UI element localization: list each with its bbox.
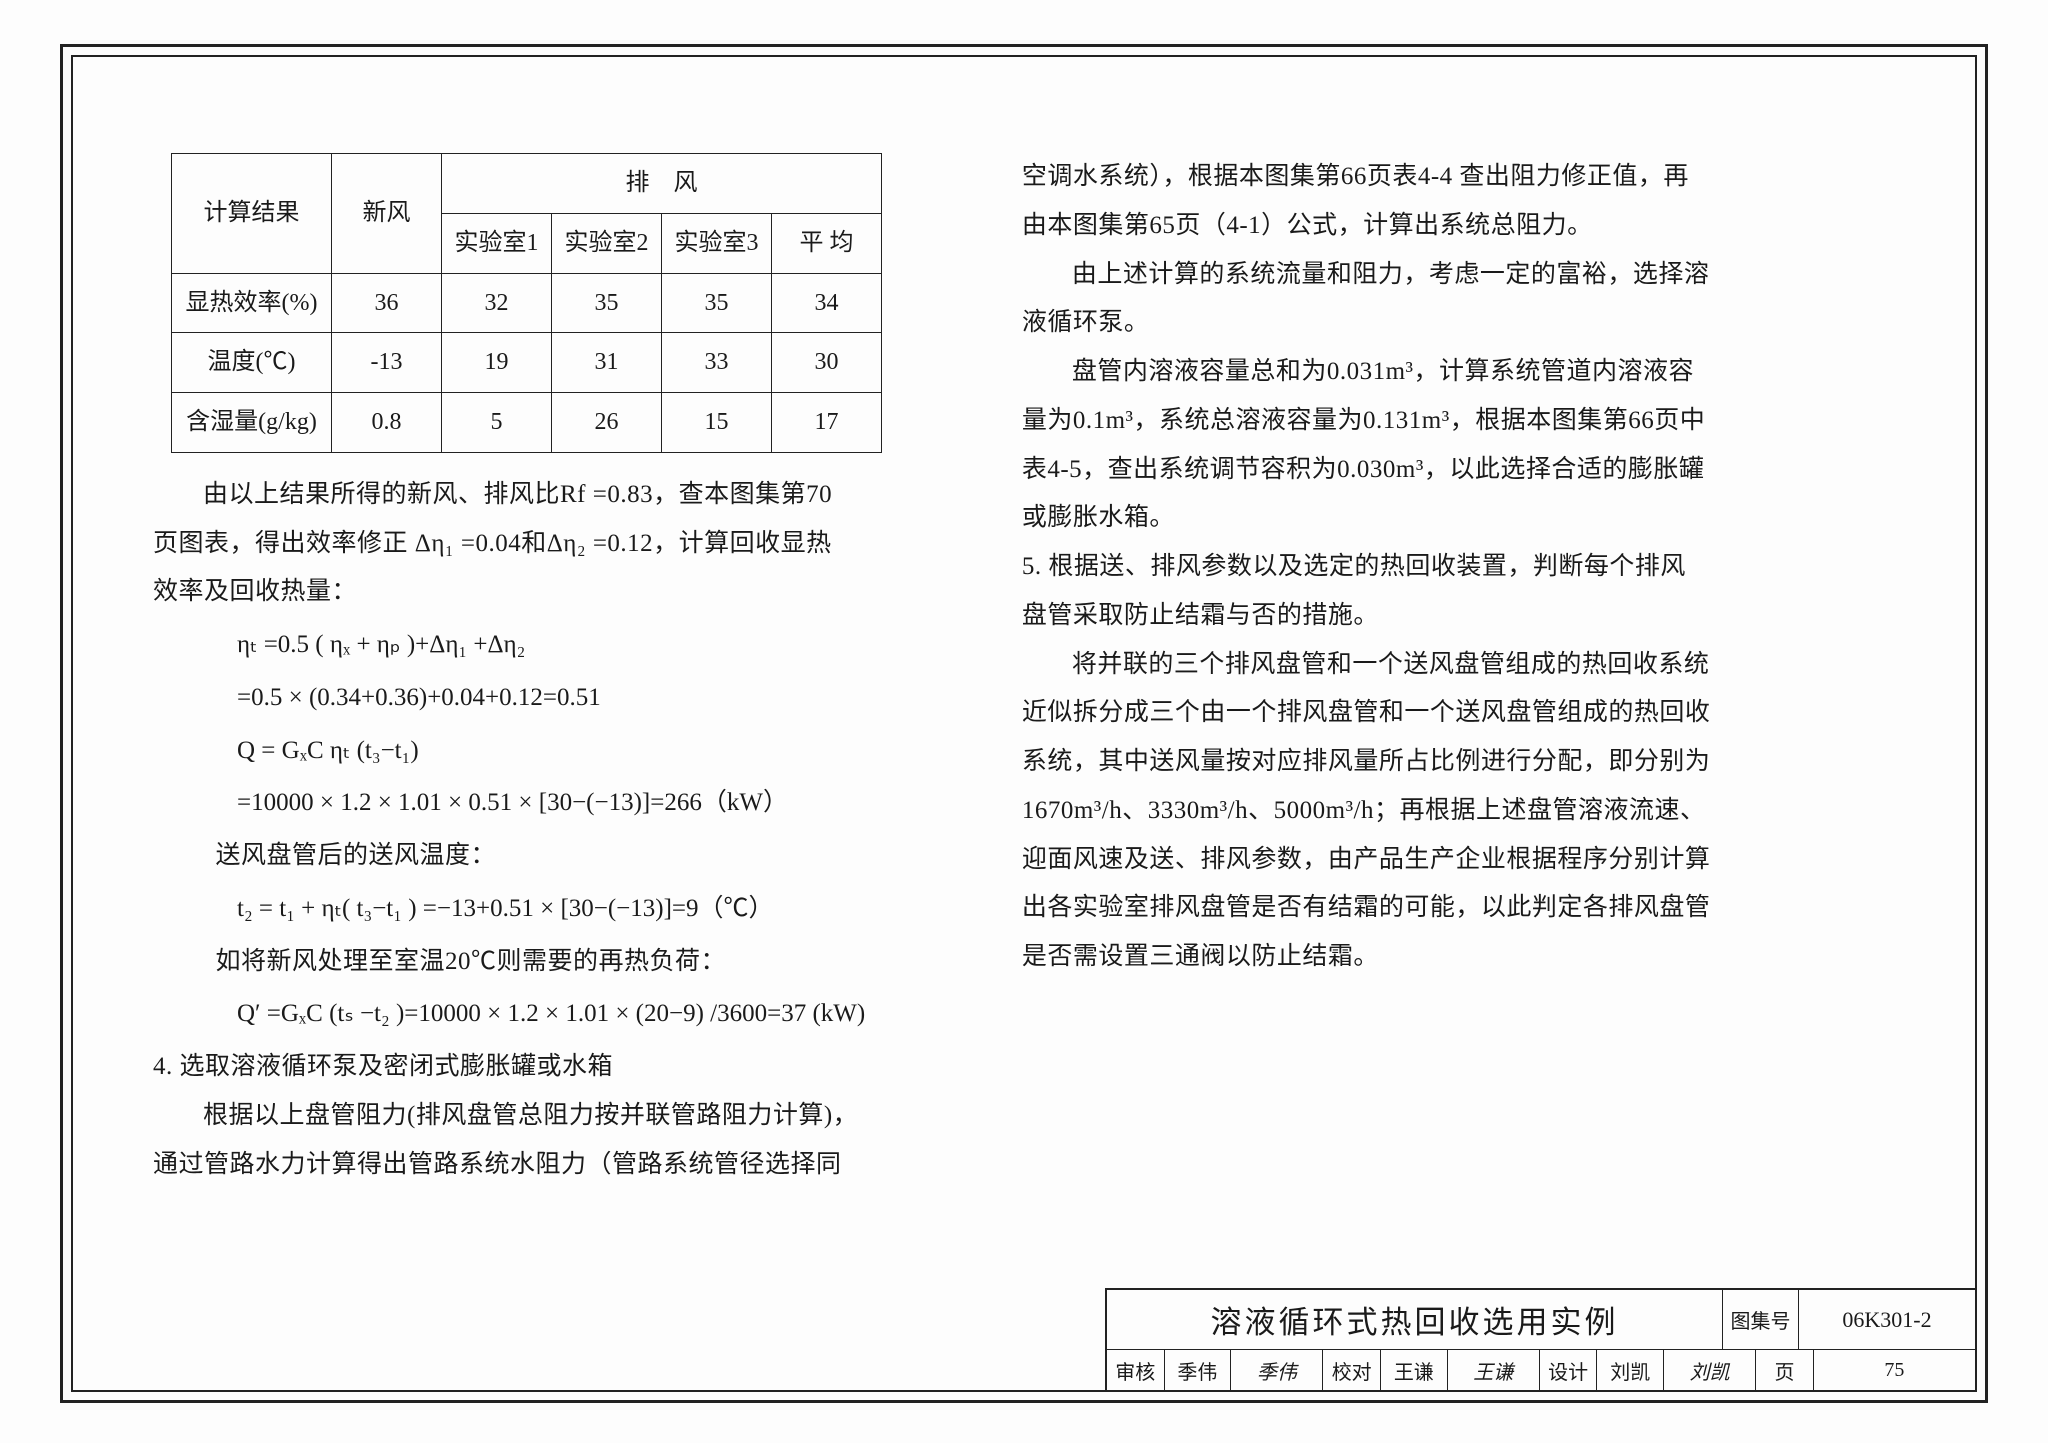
- check-label: 校对: [1323, 1350, 1381, 1390]
- formula: Q′ =GₓC (tₛ −t₂ )=10000 × 1.2 × 1.01 × (…: [237, 990, 962, 1039]
- body-text: 效率及回收热量：: [153, 568, 962, 617]
- body-text: 出各实验室排风盘管是否有结霜的可能，以此判定各排风盘管: [1022, 884, 1919, 933]
- body-text: 1670m³/h、3330m³/h、5000m³/h；再根据上述盘管溶液流速、: [1022, 787, 1919, 836]
- body-text: 由本图集第65页（4-1）公式，计算出系统总阻力。: [1022, 202, 1919, 251]
- th-avg: 平 均: [772, 213, 882, 273]
- table-row: 含湿量(g/kg) 0.8 5 26 15 17: [172, 393, 882, 453]
- cell: 32: [442, 273, 552, 333]
- page-number: 75: [1814, 1350, 1975, 1390]
- drawing-title: 溶液循环式热回收选用实例: [1107, 1290, 1723, 1349]
- cell: -13: [332, 333, 442, 393]
- outer-frame: 计算结果 新风 排 风 实验室1 实验室2 实验室3 平 均 显热效率(%): [60, 44, 1988, 1403]
- formula: =10000 × 1.2 × 1.01 × 0.51 × [30−(−13)]=…: [237, 779, 962, 828]
- cell: 33: [662, 333, 772, 393]
- body-text: 通过管路水力计算得出管路系统水阻力（管路系统管径选择同: [153, 1141, 962, 1190]
- body-text: 根据以上盘管阻力(排风盘管总阻力按并联管路阻力计算)，: [153, 1092, 962, 1141]
- audit-name: 季伟: [1165, 1350, 1232, 1390]
- results-table: 计算结果 新风 排 风 实验室1 实验室2 实验室3 平 均 显热效率(%): [171, 153, 882, 453]
- check-name: 王谦: [1381, 1350, 1448, 1390]
- design-name: 刘凯: [1597, 1350, 1664, 1390]
- body-text: 空调水系统），根据本图集第66页表4-4 查出阻力修正值，再: [1022, 153, 1919, 202]
- cell: 34: [772, 273, 882, 333]
- table-row: 温度(℃) -13 19 31 33 30: [172, 333, 882, 393]
- cell: 15: [662, 393, 772, 453]
- cell: 26: [552, 393, 662, 453]
- body-text: 页图表，得出效率修正 Δη₁ =0.04和Δη₂ =0.12，计算回收显热: [153, 520, 962, 569]
- body-text: 系统，其中送风量按对应排风量所占比例进行分配，即分别为: [1022, 738, 1919, 787]
- cell: 35: [552, 273, 662, 333]
- body-text: 表4-5，查出系统调节容积为0.030m³，以此选择合适的膨胀罐: [1022, 446, 1919, 495]
- cell: 5: [442, 393, 552, 453]
- cell: 显热效率(%): [172, 273, 332, 333]
- title-block-row: 溶液循环式热回收选用实例 图集号 06K301-2: [1107, 1290, 1975, 1350]
- body-text: 或膨胀水箱。: [1022, 494, 1919, 543]
- body-text: 由以上结果所得的新风、排风比Rf =0.83，查本图集第70: [153, 471, 962, 520]
- body-text: 送风盘管后的送风温度：: [153, 832, 962, 881]
- cell: 19: [442, 333, 552, 393]
- title-block-row: 审核 季伟 季伟 校对 王谦 王谦 设计 刘凯 刘凯 页 75: [1107, 1350, 1975, 1390]
- body-text: 是否需设置三通阀以防止结霜。: [1022, 933, 1919, 982]
- title-block: 溶液循环式热回收选用实例 图集号 06K301-2 审核 季伟 季伟 校对 王谦…: [1105, 1288, 1975, 1390]
- cell: 含湿量(g/kg): [172, 393, 332, 453]
- body-text: 液循环泵。: [1022, 299, 1919, 348]
- design-signature: 刘凯: [1664, 1350, 1756, 1390]
- atlas-label: 图集号: [1723, 1290, 1799, 1349]
- body-text: 近似拆分成三个由一个排风盘管和一个送风盘管组成的热回收: [1022, 689, 1919, 738]
- body-text: 如将新风处理至室温20℃则需要的再热负荷：: [153, 938, 962, 987]
- page-label: 页: [1756, 1350, 1814, 1390]
- cell: 温度(℃): [172, 333, 332, 393]
- th-lab2: 实验室2: [552, 213, 662, 273]
- cell: 30: [772, 333, 882, 393]
- cell: 35: [662, 273, 772, 333]
- cell: 36: [332, 273, 442, 333]
- formula: =0.5 × (0.34+0.36)+0.04+0.12=0.51: [237, 674, 962, 723]
- th-paifeng: 排 风: [442, 154, 882, 214]
- content-columns: 计算结果 新风 排 风 实验室1 实验室2 实验室3 平 均 显热效率(%): [73, 57, 1975, 1390]
- atlas-code: 06K301-2: [1799, 1290, 1975, 1349]
- th-lab3: 实验室3: [662, 213, 772, 273]
- body-text: 盘管内溶液容量总和为0.031m³，计算系统管道内溶液容: [1022, 348, 1919, 397]
- cell: 17: [772, 393, 882, 453]
- body-text: 将并联的三个排风盘管和一个送风盘管组成的热回收系统: [1022, 641, 1919, 690]
- th-lab1: 实验室1: [442, 213, 552, 273]
- formula: Q = GₓC ηₜ (t₃−t₁): [237, 727, 962, 776]
- design-label: 设计: [1540, 1350, 1598, 1390]
- inner-frame: 计算结果 新风 排 风 实验室1 实验室2 实验室3 平 均 显热效率(%): [71, 55, 1977, 1392]
- page: 计算结果 新风 排 风 实验室1 实验室2 实验室3 平 均 显热效率(%): [0, 0, 2048, 1443]
- section-heading-4: 4. 选取溶液循环泵及密闭式膨胀罐或水箱: [153, 1043, 962, 1092]
- section-heading-5: 5. 根据送、排风参数以及选定的热回收装置，判断每个排风: [1022, 543, 1919, 592]
- table-row: 显热效率(%) 36 32 35 35 34: [172, 273, 882, 333]
- audit-signature: 季伟: [1231, 1350, 1323, 1390]
- body-text: 量为0.1m³，系统总溶液容量为0.131m³，根据本图集第66页中: [1022, 397, 1919, 446]
- body-text: 由上述计算的系统流量和阻力，考虑一定的富裕，选择溶: [1022, 251, 1919, 300]
- audit-label: 审核: [1107, 1350, 1165, 1390]
- th-xinfeng: 新风: [332, 154, 442, 274]
- check-signature: 王谦: [1448, 1350, 1540, 1390]
- right-column: 空调水系统），根据本图集第66页表4-4 查出阻力修正值，再 由本图集第65页（…: [992, 153, 1919, 1370]
- left-column: 计算结果 新风 排 风 实验室1 实验室2 实验室3 平 均 显热效率(%): [153, 153, 992, 1370]
- cell: 0.8: [332, 393, 442, 453]
- formula: t₂ = t₁ + ηₜ( t₃−t₁ ) =−13+0.51 × [30−(−…: [237, 885, 962, 934]
- th-result: 计算结果: [172, 154, 332, 274]
- cell: 31: [552, 333, 662, 393]
- formula: ηₜ =0.5 ( ηₓ + ηₚ )+Δη₁ +Δη₂: [237, 621, 962, 670]
- body-text: 迎面风速及送、排风参数，由产品生产企业根据程序分别计算: [1022, 836, 1919, 885]
- body-text: 盘管采取防止结霜与否的措施。: [1022, 592, 1919, 641]
